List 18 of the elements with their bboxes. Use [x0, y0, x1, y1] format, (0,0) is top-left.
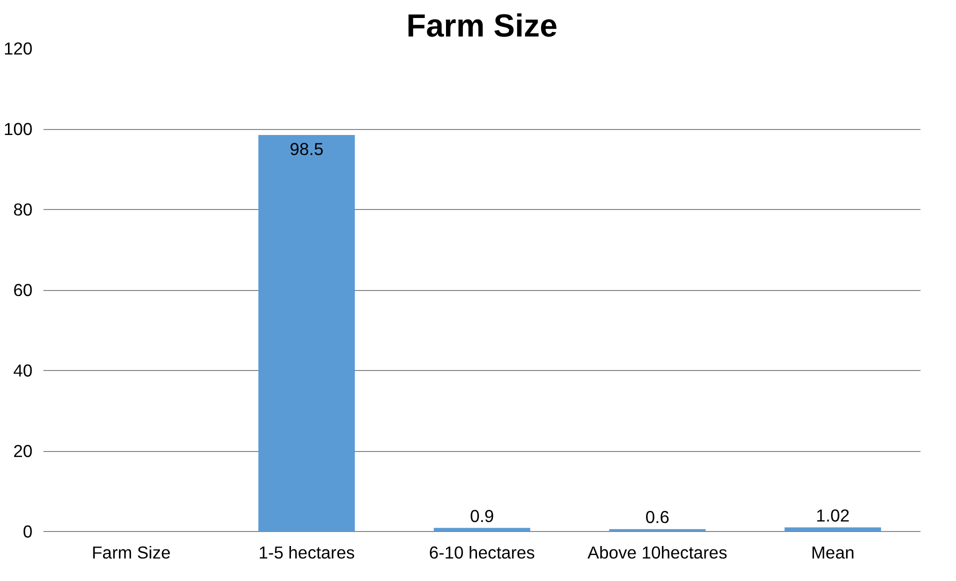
y-tick-label: 100	[4, 119, 33, 139]
bar	[258, 135, 355, 532]
data-label: 1.02	[816, 505, 850, 526]
x-tick-label: 6-10 hectares	[429, 542, 536, 562]
y-tick-label: 120	[4, 38, 33, 58]
y-tick-label: 0	[22, 522, 33, 542]
chart-title: Farm Size	[406, 8, 558, 44]
y-tick-label: 60	[13, 280, 33, 300]
y-tick-label: 40	[13, 360, 33, 380]
x-tick-label: 1-5 hectares	[258, 542, 356, 562]
data-label: 0.9	[470, 506, 494, 526]
x-tick-label: Farm Size	[92, 542, 171, 562]
y-tick-label: 80	[13, 200, 33, 220]
y-tick-label: 20	[13, 441, 33, 461]
data-label: 98.5	[290, 139, 324, 160]
x-tick-label: Mean	[811, 542, 854, 562]
x-tick-label: Above 10hectares	[588, 542, 728, 562]
data-label: 0.6	[645, 507, 670, 528]
